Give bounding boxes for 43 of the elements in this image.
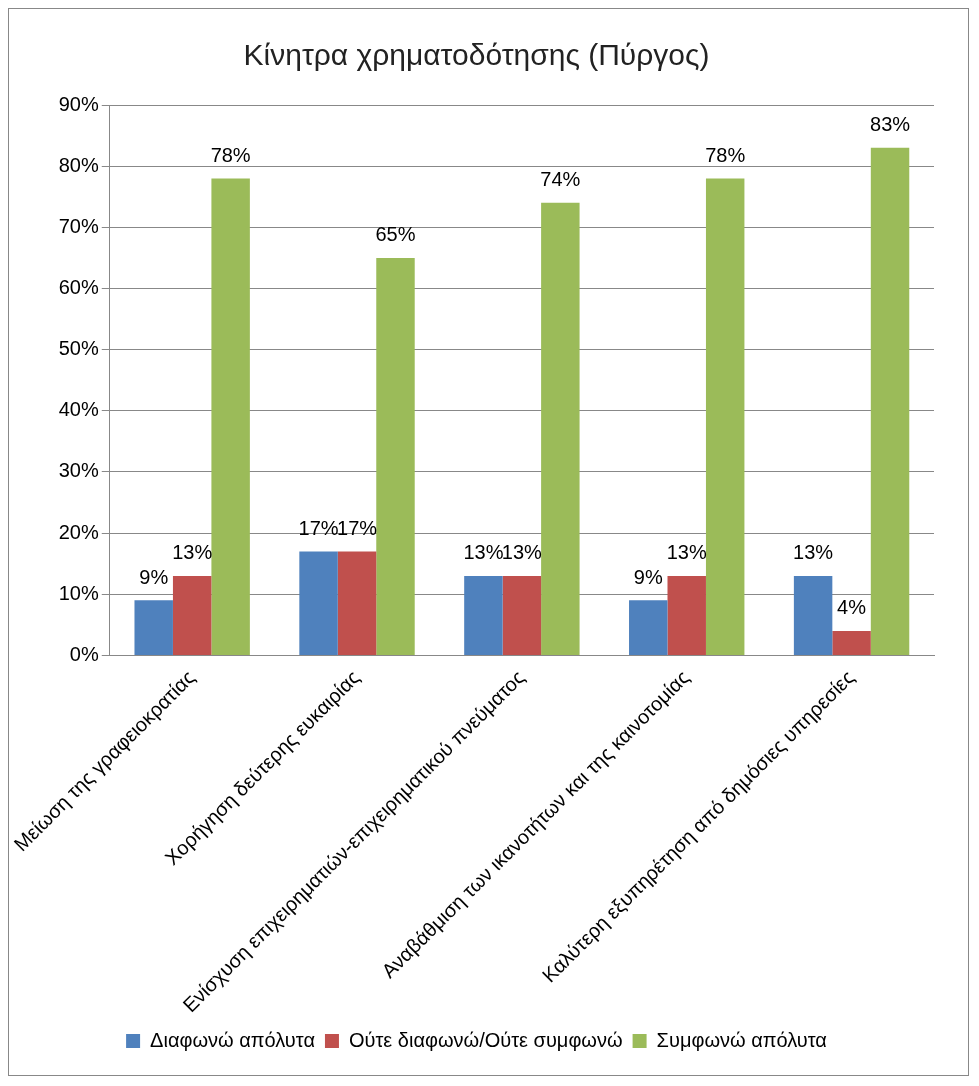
bar [502, 575, 542, 655]
bar [464, 575, 503, 655]
legend-label: Διαφωνώ απόλυτα [150, 1028, 315, 1051]
bar [299, 551, 338, 655]
bar [832, 630, 871, 655]
bar [134, 600, 173, 655]
bar [667, 575, 706, 655]
data-label: 4% [837, 596, 867, 619]
data-label: 78% [210, 143, 251, 166]
bar [337, 551, 377, 655]
y-tick-label: 50% [58, 337, 99, 360]
data-label: 78% [705, 143, 746, 166]
bar [870, 147, 910, 655]
data-label: 13% [793, 541, 834, 564]
data-label: 13% [172, 541, 213, 564]
data-label: 13% [463, 541, 504, 564]
data-label: 83% [870, 113, 911, 136]
data-label: 9% [139, 565, 169, 588]
bar [172, 575, 212, 655]
y-tick-label: 40% [58, 398, 99, 421]
y-tick-label: 80% [58, 153, 99, 176]
y-tick-label: 10% [58, 581, 99, 604]
data-label: 74% [540, 168, 581, 191]
bar [211, 178, 250, 655]
data-label: 65% [375, 223, 416, 246]
bar [541, 202, 580, 655]
y-tick-label: 30% [58, 459, 99, 482]
y-tick-label: 0% [69, 642, 99, 665]
y-tick-label: 60% [58, 275, 99, 298]
data-label: 9% [633, 565, 663, 588]
y-tick-label: 70% [58, 214, 99, 237]
bar [793, 575, 833, 655]
legend-label: Ούτε διαφωνώ/Ούτε συμφωνώ [348, 1028, 623, 1051]
data-label: 13% [666, 541, 707, 564]
y-tick-label: 20% [58, 520, 99, 543]
data-label: 17% [298, 516, 339, 539]
y-tick-label: 90% [58, 92, 99, 115]
data-label: 17% [337, 516, 378, 539]
bar [705, 178, 745, 655]
chart-title: Κίνητρα χρηματοδότησης (Πύργος) [243, 38, 710, 72]
bar [376, 257, 415, 655]
bar [629, 600, 668, 655]
legend-label: Συμφωνώ απόλυτα [656, 1028, 827, 1051]
